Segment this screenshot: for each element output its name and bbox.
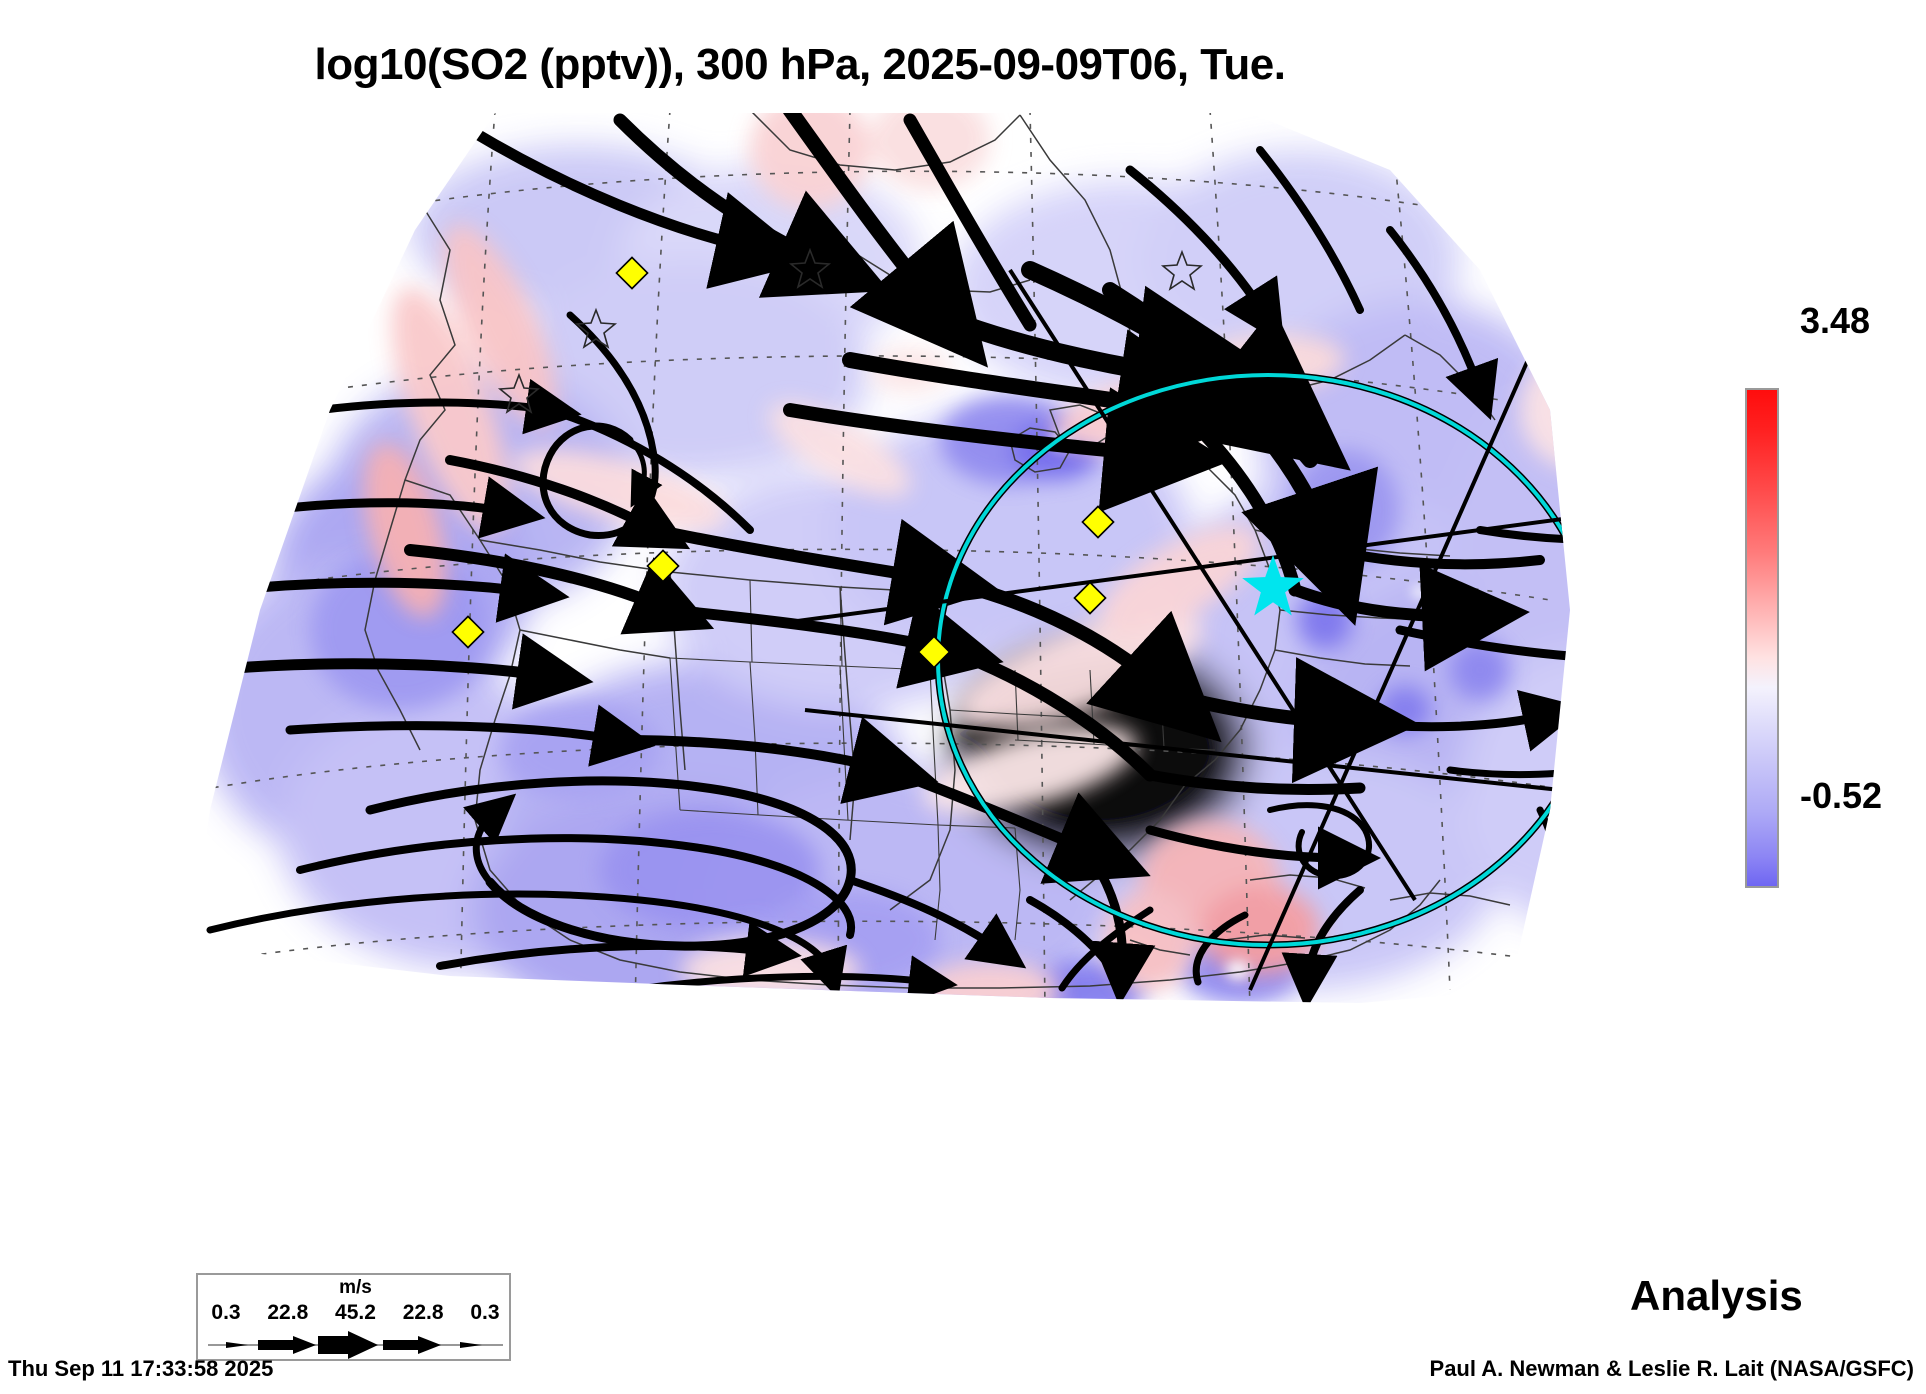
flight-tracks — [789, 268, 1570, 991]
analysis-label: Analysis — [1630, 1272, 1803, 1319]
center-star-marker[interactable] — [1242, 554, 1304, 616]
colorbar[interactable] — [1745, 388, 1779, 888]
colorbar-max-label: 3.48 — [1800, 300, 1871, 341]
wind-tick-labels: 0.3 22.8 45.2 22.8 0.3 — [198, 1301, 513, 1325]
generated-timestamp: Thu Sep 11 17:33:58 2025 — [8, 1356, 274, 1381]
wind-scale-legend: m/s 0.3 22.8 45.2 22.8 0.3 — [196, 1273, 511, 1361]
credit-label: Paul A. Newman & Leslie R. Lait (NASA/GS… — [1429, 1356, 1914, 1381]
page-title: log10(SO2 (pptv)), 300 hPa, 2025-09-09T0… — [314, 40, 1286, 89]
wind-arrow-scale — [208, 1331, 503, 1359]
station-markers[interactable] — [451, 256, 1115, 669]
wind-units-label: m/s — [339, 1277, 372, 1298]
wind-tick-2: 45.2 — [335, 1301, 376, 1324]
wind-tick-1: 22.8 — [267, 1301, 309, 1324]
wind-tick-3: 22.8 — [402, 1301, 444, 1324]
map-panel[interactable] — [150, 110, 1710, 1020]
wind-tick-0: 0.3 — [211, 1301, 241, 1324]
wind-tick-4: 0.3 — [470, 1301, 500, 1324]
map-canvas[interactable] — [150, 110, 1710, 1020]
colorbar-min-label: -0.52 — [1800, 775, 1883, 816]
open-star-markers — [497, 247, 1204, 414]
